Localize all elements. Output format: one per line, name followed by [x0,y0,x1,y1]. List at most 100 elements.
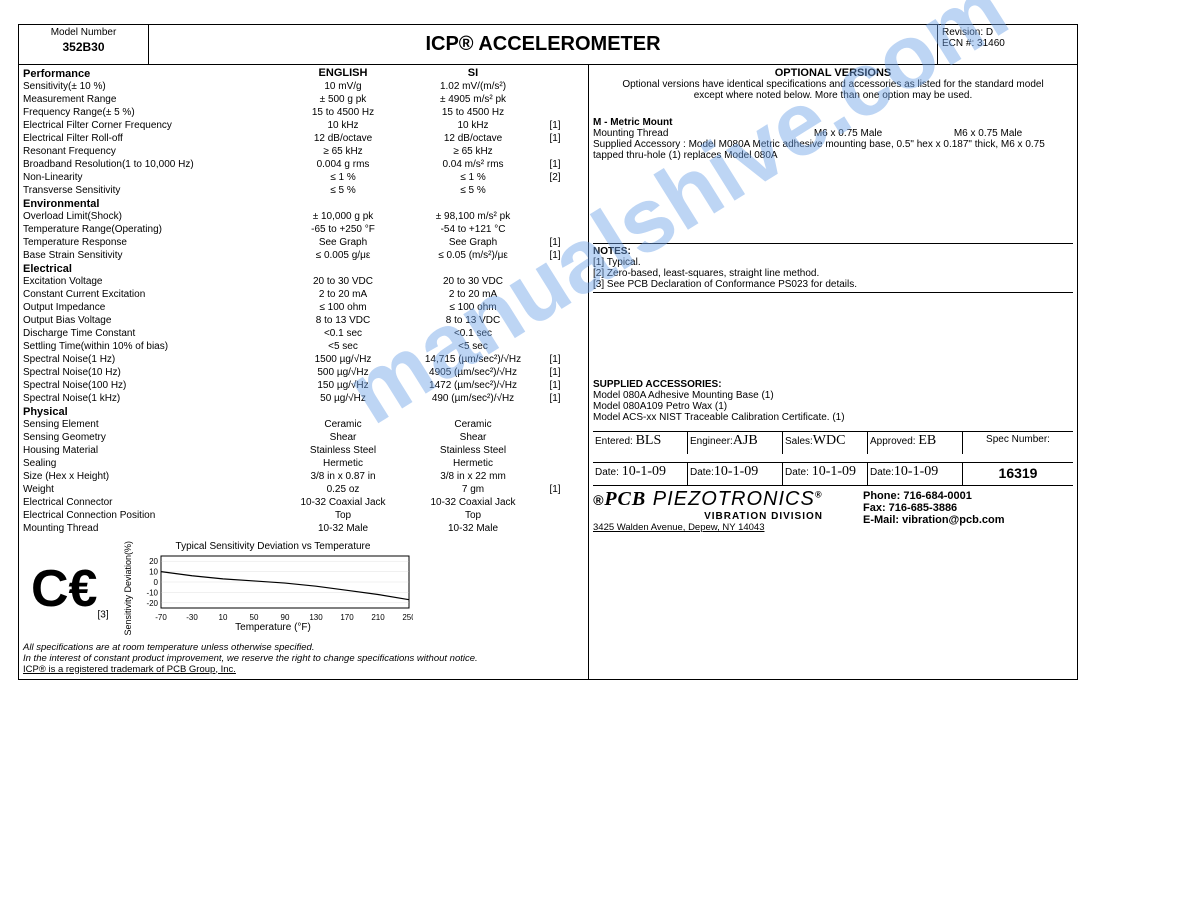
spec-row: Frequency Range(± 5 %)15 to 4500 Hz15 to… [23,106,584,119]
revision: Revision: D [942,27,1073,38]
supplied-title: SUPPLIED ACCESSORIES: [593,379,1073,390]
spec-row: Electrical Connection PositionTopTop [23,509,584,522]
section-heading: Environmental [23,198,584,210]
col-si: SI [403,67,543,80]
ce-note: [3] [97,609,108,620]
model-box: Model Number 352B30 [19,25,149,64]
company-phone: Phone: 716-684-0001 [863,490,1073,502]
spec-row: Size (Hex x Height)3/8 in x 0.87 in3/8 i… [23,470,584,483]
spec-row: Electrical Filter Roll-off12 dB/octave12… [23,132,584,145]
spec-row: Temperature ResponseSee GraphSee Graph[1… [23,236,584,249]
approved-cell: Approved: EB [868,432,963,454]
company-row: ®PCB PIEZOTRONICS® VIBRATION DIVISION 34… [593,485,1073,533]
notes-box: NOTES: [1] Typical. [2] Zero-based, leas… [593,243,1073,293]
footnote-3: ICP® is a registered trademark of PCB Gr… [23,664,584,675]
optional-sub1: Optional versions have identical specifi… [593,79,1073,90]
spec-row: Sensing GeometryShearShear [23,431,584,444]
model-value: 352B30 [19,40,148,54]
company-email: E-Mail: vibration@pcb.com [863,514,1073,526]
svg-text:10: 10 [149,568,158,577]
spec-row: Spectral Noise(1 kHz)50 µg/√Hz490 (µm/se… [23,392,584,405]
supplied-box: SUPPLIED ACCESSORIES: Model 080A Adhesiv… [593,379,1073,423]
svg-text:210: 210 [371,613,385,622]
spec-row: Mounting Thread10-32 Male10-32 Male [23,522,584,535]
chart-svg: 20100-10-20-70-30105090130170210250 [133,552,413,622]
chart-xlabel: Temperature (°F) [133,622,413,633]
revision-box: Revision: D ECN #: 31460 [937,25,1077,64]
chart-title: Typical Sensitivity Deviation vs Tempera… [133,541,413,552]
spec-row: Spectral Noise(100 Hz)150 µg/√Hz1472 (µm… [23,379,584,392]
spec-row: Transverse Sensitivity≤ 5 %≤ 5 % [23,184,584,197]
svg-text:-30: -30 [186,613,198,622]
spec-row: Housing MaterialStainless SteelStainless… [23,444,584,457]
sensitivity-chart: Sensitivity Deviation(%) Typical Sensiti… [123,541,584,636]
spec-row: Broadband Resolution(1 to 10,000 Hz)0.00… [23,158,584,171]
mt-v1: M6 x 0.75 Male [773,128,923,139]
specs-panel: Performance ENGLISH SI Sensitivity(± 10 … [19,65,589,679]
spec-row: Measurement Range± 500 g pk± 4905 m/s² p… [23,93,584,106]
footnote-2: In the interest of constant product impr… [23,653,584,664]
spec-row: Weight0.25 oz7 gm[1] [23,483,584,496]
note-2: [2] Zero-based, least-squares, straight … [593,268,1073,279]
svg-text:90: 90 [281,613,290,622]
svg-text:20: 20 [149,557,158,566]
spec-row: Resonant Frequency≥ 65 kHz≥ 65 kHz [23,145,584,158]
section-performance: Performance [23,68,283,80]
note-1: [1] Typical. [593,257,1073,268]
entered-cell: Entered: BLS [593,432,688,454]
footnote-1: All specifications are at room temperatu… [23,642,584,653]
metric-mount: M - Metric Mount [593,117,672,128]
company-division: VIBRATION DIVISION [593,511,863,522]
date-3: Date: 10-1-09 [783,463,868,485]
svg-text:-70: -70 [155,613,167,622]
company-fax: Fax: 716-685-3886 [863,502,1073,514]
company-brand: ®PCB PIEZOTRONICS® [593,488,863,511]
supplied-3: Model ACS-xx NIST Traceable Calibration … [593,412,1073,423]
spec-row: Output Bias Voltage8 to 13 VDC8 to 13 VD… [23,314,584,327]
note-3: [3] See PCB Declaration of Conformance P… [593,279,1073,290]
svg-text:50: 50 [250,613,259,622]
signature-row: Entered: BLS Engineer:AJB Sales:WDC Appr… [593,431,1073,454]
notes-title: NOTES: [593,246,631,257]
spec-row: Sensing ElementCeramicCeramic [23,418,584,431]
spec-row: Temperature Range(Operating)-65 to +250 … [23,223,584,236]
svg-text:170: 170 [340,613,354,622]
engineer-cell: Engineer:AJB [688,432,783,454]
supplied-accessory: Supplied Accessory : Model M080A Metric … [593,139,1073,161]
optional-title: OPTIONAL VERSIONS [593,67,1073,79]
optional-sub2: except where noted below. More than one … [593,90,1073,101]
mt-v2: M6 x 0.75 Male [923,128,1053,139]
date-4: Date:10-1-09 [868,463,963,485]
date-2: Date:10-1-09 [688,463,783,485]
company-address: 3425 Walden Avenue, Depew, NY 14043 [593,522,863,533]
svg-text:130: 130 [309,613,323,622]
right-panel: OPTIONAL VERSIONS Optional versions have… [589,65,1077,679]
spec-number: 16319 [963,463,1073,485]
section-heading: Physical [23,406,584,418]
spec-row: Excitation Voltage20 to 30 VDC20 to 30 V… [23,275,584,288]
section-heading: Electrical [23,263,584,275]
model-label: Model Number [19,27,148,38]
svg-text:250: 250 [402,613,413,622]
spec-row: Sensitivity(± 10 %)10 mV/g1.02 mV/(m/s²) [23,80,584,93]
svg-text:10: 10 [219,613,228,622]
page-title: ICP® ACCELEROMETER [149,25,937,64]
spec-row: Electrical Connector10-32 Coaxial Jack10… [23,496,584,509]
spec-row: Settling Time(within 10% of bias)<5 sec<… [23,340,584,353]
spec-row: Spectral Noise(1 Hz)1500 µg/√Hz14,715 (µ… [23,353,584,366]
spec-row: Spectral Noise(10 Hz)500 µg/√Hz4905 (µm/… [23,366,584,379]
spec-row: Discharge Time Constant<0.1 sec<0.1 sec [23,327,584,340]
spec-row: Output Impedance≤ 100 ohm≤ 100 ohm [23,301,584,314]
spec-row: Constant Current Excitation2 to 20 mA2 t… [23,288,584,301]
spec-row: Non-Linearity≤ 1 %≤ 1 %[2] [23,171,584,184]
sales-cell: Sales:WDC [783,432,868,454]
supplied-2: Model 080A109 Petro Wax (1) [593,401,1073,412]
svg-text:-20: -20 [146,599,158,608]
spec-label: Spec Number: [963,432,1073,454]
ce-mark: C€[3] [23,541,123,636]
spec-row: SealingHermeticHermetic [23,457,584,470]
svg-text:0: 0 [154,578,159,587]
svg-text:-10: -10 [146,588,158,597]
ecn: ECN #: 31460 [942,38,1073,49]
date-row: Date: 10-1-09 Date:10-1-09 Date: 10-1-09… [593,462,1073,485]
